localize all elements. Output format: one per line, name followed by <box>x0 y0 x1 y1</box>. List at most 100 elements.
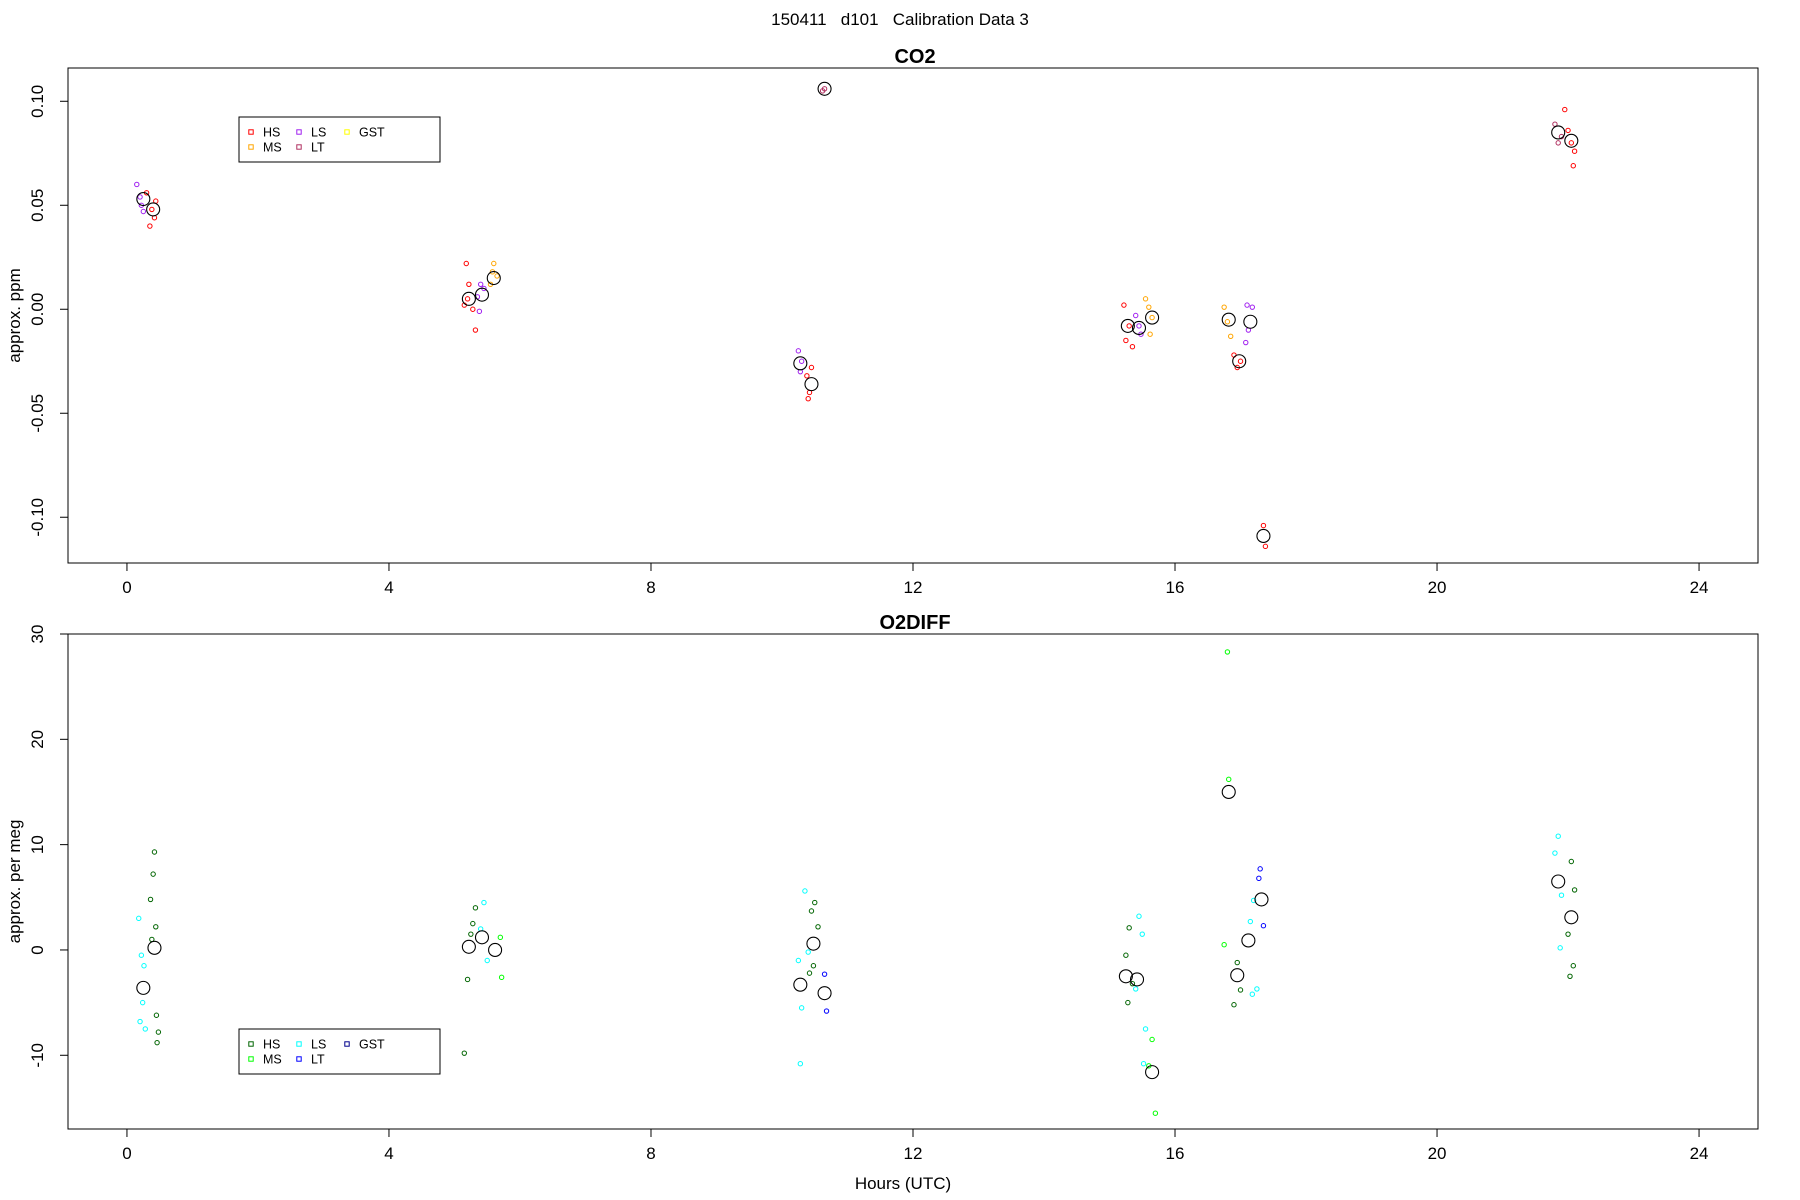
o2diff-legend-item-ms: MS <box>248 1053 282 1067</box>
o2diff-point-ls <box>1139 931 1145 937</box>
o2diff-x-tick-label: 0 <box>122 1144 131 1163</box>
co2-x-axis: 0 4 8 12 16 20 24 <box>122 562 1709 597</box>
co2-point-hs <box>1565 127 1571 134</box>
o2diff-point-hs <box>1565 931 1571 937</box>
co2-point-lt <box>821 86 828 92</box>
o2diff-legend-item-lt: LT <box>296 1053 325 1067</box>
co2-mean-marker <box>1145 310 1160 325</box>
o2diff-point-ls <box>1133 986 1139 992</box>
co2-mean-marker <box>1221 312 1236 327</box>
o2diff-point-hs <box>1126 925 1132 931</box>
co2-point-ms <box>1221 304 1227 310</box>
co2-point-hs <box>1260 522 1267 529</box>
co2-mean-marker <box>817 81 832 96</box>
o2diff-point-ms <box>1152 1110 1159 1116</box>
o2diff-point-hs <box>464 976 471 983</box>
o2diff-point-ms <box>1224 649 1231 655</box>
o2diff-point-ls <box>795 957 802 964</box>
o2diff-point-ls <box>136 915 142 922</box>
o2diff-point-ls <box>805 949 811 955</box>
o2diff-point-ls <box>137 1018 143 1025</box>
co2-point-ls <box>798 358 805 364</box>
o2diff-point-lt <box>823 1008 830 1014</box>
co2-y-tick-label: 0.10 <box>28 85 47 118</box>
co2-title: CO2 <box>894 46 935 68</box>
co2-point-ms <box>491 260 497 267</box>
o2diff-mean-marker <box>793 977 808 992</box>
o2diff-point-hs <box>1567 973 1573 979</box>
o2diff-point-lt <box>1260 923 1267 929</box>
o2diff-legend-label: MS <box>263 1053 282 1067</box>
o2diff-point-ls <box>139 999 146 1006</box>
co2-mean-marker <box>461 291 476 306</box>
o2diff-point-hs <box>812 899 818 906</box>
o2diff-x-tick-label: 24 <box>1690 1144 1709 1163</box>
co2-series-lt <box>819 86 1565 146</box>
o2diff-point-hs <box>815 924 821 930</box>
page-title: 150411 d101 Calibration Data 3 <box>771 10 1029 29</box>
o2diff-mean-marker <box>1241 933 1256 948</box>
co2-series-hs <box>143 106 1578 550</box>
o2diff-panel: O2DIFF 0 4 8 12 16 20 24 -10 0 10 20 30 approx. per m… <box>5 612 1759 1163</box>
o2diff-point-ls <box>1555 833 1561 839</box>
co2-point-hs <box>1570 163 1576 169</box>
co2-point-ls <box>134 181 140 188</box>
o2diff-point-ms <box>498 974 505 981</box>
o2diff-title: O2DIFF <box>879 612 950 634</box>
co2-point-hs <box>466 281 472 288</box>
o2diff-x-tick-label: 16 <box>1166 1144 1185 1163</box>
co2-y-tick-label: -0.05 <box>28 394 47 433</box>
co2-point-hs <box>1262 543 1269 550</box>
o2diff-point-lt <box>821 971 828 977</box>
co2-panel: CO2 0 4 8 12 16 20 24 -0.10 -0.05 0.00 0.05 0.10 appr… <box>5 46 1759 597</box>
o2diff-legend-label: HS <box>263 1038 280 1052</box>
co2-legend-label: LS <box>311 126 326 140</box>
o2diff-point-hs <box>1123 952 1129 958</box>
co2-x-tick-label: 8 <box>646 578 655 597</box>
co2-legend-label: LT <box>311 141 325 155</box>
co2-point-hs <box>1121 302 1127 308</box>
o2diff-point-ls <box>1557 945 1563 951</box>
co2-point-ls <box>140 208 147 215</box>
o2diff-y-tick-label: 30 <box>28 625 47 644</box>
co2-point-ls <box>476 308 483 315</box>
o2diff-legend-label: LS <box>311 1038 326 1052</box>
co2-mean-marker <box>486 271 501 286</box>
co2-x-tick-label: 12 <box>904 578 923 597</box>
o2diff-point-ls <box>481 899 487 906</box>
co2-legend-item-gst: GST <box>344 126 385 140</box>
o2diff-point-hs <box>472 905 479 911</box>
co2-point-ms <box>1146 304 1152 310</box>
o2diff-point-ms <box>1221 941 1227 948</box>
o2diff-point-hs <box>151 849 158 855</box>
o2diff-legend-item-ls: LS <box>296 1038 326 1052</box>
o2diff-legend-item-gst: GST <box>344 1038 385 1052</box>
co2-legend-label: GST <box>359 126 385 140</box>
co2-point-hs <box>147 223 153 229</box>
co2-y-tick-label: 0.00 <box>28 293 47 326</box>
o2diff-mean-marker <box>1564 910 1579 925</box>
co2-x-tick-label: 24 <box>1690 578 1709 597</box>
co2-x-tick-label: 16 <box>1166 578 1185 597</box>
o2diff-point-ls <box>141 963 147 969</box>
o2diff-point-hs <box>147 896 154 903</box>
co2-point-hs <box>1562 106 1568 113</box>
co2-legend-swatch <box>296 129 302 135</box>
co2-point-ms <box>1147 331 1153 337</box>
o2diff-point-ls <box>142 1026 148 1032</box>
o2diff-point-ls <box>138 952 145 958</box>
co2-mean-marker <box>1256 528 1271 544</box>
o2diff-x-tick-label: 4 <box>384 1144 393 1163</box>
o2diff-point-ls <box>1140 1061 1147 1067</box>
co2-legend-item-ms: MS <box>248 141 282 155</box>
o2diff-mean-marker <box>1129 972 1145 987</box>
co2-mean-markers <box>136 81 1579 544</box>
o2diff-series-hs <box>147 849 1578 1056</box>
x-axis-label: Hours (UTC) <box>855 1174 951 1193</box>
o2diff-point-ls <box>798 1005 805 1011</box>
o2diff-point-hs <box>155 1029 162 1035</box>
co2-point-hs <box>1129 343 1136 350</box>
o2diff-point-hs <box>806 970 813 976</box>
o2diff-legend-swatch <box>344 1041 350 1047</box>
o2diff-mean-marker <box>136 980 151 995</box>
